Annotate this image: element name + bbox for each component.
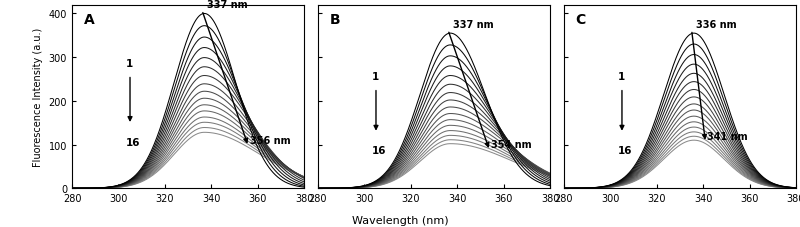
- Text: 341 nm: 341 nm: [706, 132, 747, 142]
- Text: 337 nm: 337 nm: [206, 0, 247, 10]
- Text: 1: 1: [618, 72, 625, 82]
- Text: 336 nm: 336 nm: [696, 20, 737, 30]
- Text: 1: 1: [126, 59, 133, 69]
- Text: 16: 16: [371, 145, 386, 155]
- Text: 356 nm: 356 nm: [250, 136, 290, 146]
- Text: 337 nm: 337 nm: [453, 20, 493, 30]
- Text: B: B: [330, 13, 340, 27]
- Text: 16: 16: [126, 137, 140, 147]
- Text: 1: 1: [371, 72, 378, 82]
- Text: C: C: [575, 13, 586, 27]
- Text: A: A: [84, 13, 94, 27]
- Text: Wavelength (nm): Wavelength (nm): [352, 215, 448, 225]
- Y-axis label: Fluorescence Intensity (a.u.): Fluorescence Intensity (a.u.): [33, 28, 43, 166]
- Text: 16: 16: [618, 145, 632, 155]
- Text: 354 nm: 354 nm: [491, 140, 531, 150]
